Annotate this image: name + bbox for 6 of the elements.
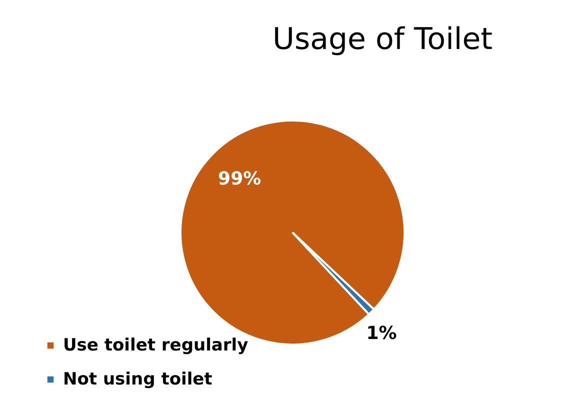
chart-title: Usage of Toilet — [272, 22, 493, 57]
legend-label: Use toilet regularly — [63, 336, 248, 356]
data-label: 99% — [218, 168, 262, 190]
pie-slice — [292, 232, 375, 316]
data-label: 1% — [366, 322, 397, 344]
legend-label: Not using toilet — [63, 370, 212, 390]
